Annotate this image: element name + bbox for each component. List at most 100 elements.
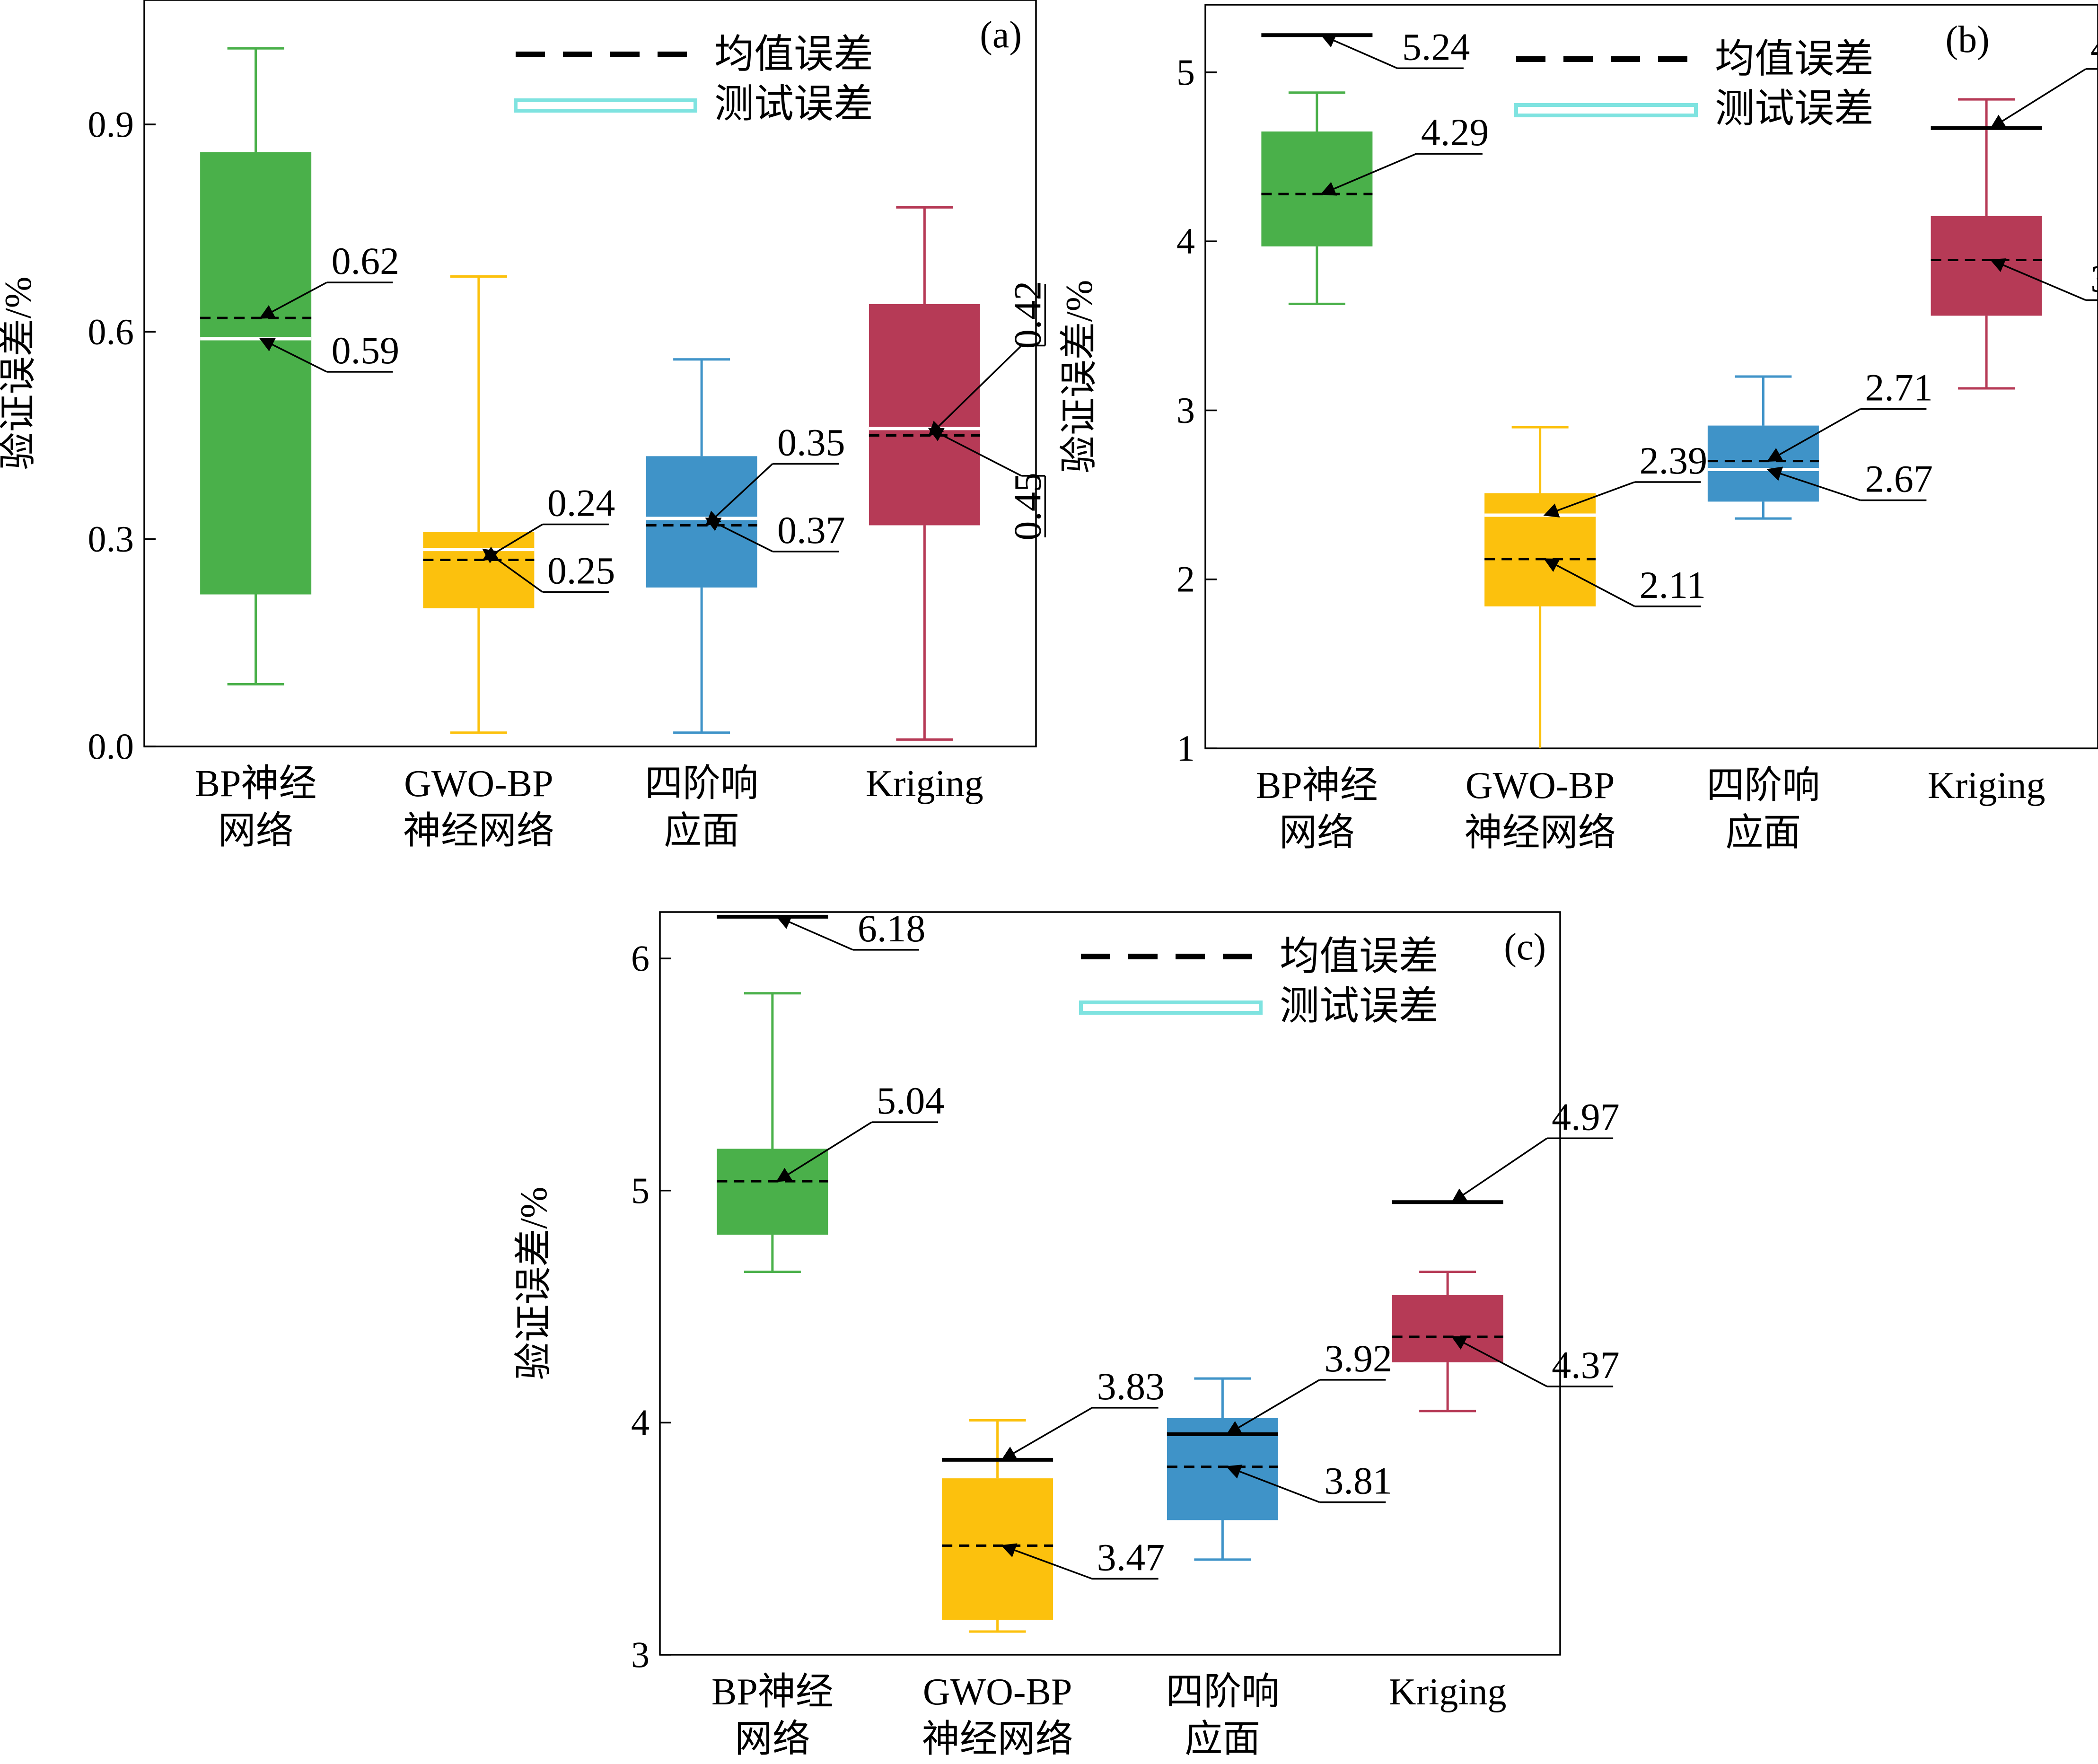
box-1: 5.04 6.18 [717, 907, 944, 1273]
mean-annotation-arrow [1990, 258, 2086, 301]
panel-label: (a) [980, 14, 1022, 56]
box-body [717, 1149, 828, 1235]
mean-annotation-label: 4.29 [1421, 111, 1489, 154]
test-annotation-arrow [1543, 481, 1635, 518]
x-category-label: 四阶响 [645, 763, 758, 805]
legend-mean-label: 均值误差 [1715, 37, 1874, 81]
y-tick-label: 4 [631, 1402, 650, 1443]
box-body [646, 456, 757, 588]
legend-test-label: 测试误差 [714, 82, 873, 126]
y-tick-label: 5 [631, 1170, 650, 1211]
box-2: 2.11 2.39 [1484, 426, 1708, 748]
y-tick-label: 2 [1176, 559, 1195, 600]
mean-annotation-arrow [705, 463, 773, 527]
test-annotation-label: 6.18 [858, 907, 926, 950]
test-annotation-arrow [1451, 1137, 1548, 1203]
mean-annotation-arrow [259, 281, 327, 319]
box-body [1392, 1295, 1503, 1362]
x-category-label: 应面 [1185, 1719, 1260, 1760]
y-tick-label: 3 [1176, 389, 1195, 430]
mean-annotation-label: 0.42 [1006, 281, 1049, 349]
panel-label: (b) [1945, 19, 1989, 61]
plot-frame [143, 0, 1037, 747]
box-body [1931, 216, 2042, 316]
test-annotation-label: 3.83 [1097, 1365, 1165, 1408]
x-category-label: 应面 [664, 810, 739, 852]
test-annotation-arrow [928, 428, 1022, 477]
box-body [1707, 425, 1819, 502]
box-1: 0.62 0.59 [200, 47, 400, 685]
mean-annotation-arrow [776, 1121, 872, 1182]
x-category-label: 应面 [1725, 812, 1801, 854]
test-annotation-label: 2.39 [1640, 439, 1708, 482]
y-tick-label: 1 [1176, 728, 1195, 769]
mean-annotation-label: 3.89 [2090, 257, 2098, 300]
x-category-label: 四阶响 [1706, 765, 1820, 807]
legend-test-swatch [514, 98, 697, 113]
test-annotation-arrow [482, 548, 543, 593]
mean-annotation-arrow [928, 345, 1022, 437]
box-body [423, 532, 535, 608]
x-category-label: Kriging [1928, 765, 2045, 807]
mean-annotation-label: 4.37 [1552, 1343, 1620, 1387]
mean-annotation-label: 3.81 [1324, 1459, 1392, 1502]
box-4: 3.89 4.68 [1931, 26, 2098, 390]
y-tick-label: 0.0 [88, 726, 134, 767]
box-2: 0.24 0.25 [423, 275, 615, 734]
legend-test-label: 测试误差 [1715, 87, 1874, 131]
mean-annotation-arrow [1001, 1543, 1093, 1580]
legend-mean-label: 均值误差 [1280, 935, 1439, 979]
x-category-label: 神经网络 [922, 1719, 1073, 1760]
test-annotation-arrow [1990, 68, 2087, 129]
y-tick-label: 6 [631, 938, 650, 979]
test-annotation-arrow [775, 915, 853, 951]
test-annotation-label: 0.37 [777, 509, 845, 552]
mean-annotation-label: 2.11 [1640, 563, 1706, 606]
test-annotation-label: 0.45 [1006, 473, 1049, 541]
x-category-label: BP神经 [1256, 765, 1378, 807]
test-annotation-label: 0.25 [547, 549, 615, 592]
box-2: 3.47 3.83 [942, 1365, 1165, 1633]
box-4: 0.42 0.45 [869, 206, 1049, 741]
y-tick-label: 3 [631, 1634, 650, 1675]
test-annotation-label: 5.24 [1402, 25, 1470, 68]
test-annotation-arrow [259, 338, 327, 373]
x-category-label: BP神经 [711, 1671, 834, 1713]
mean-annotation-label: 0.62 [332, 239, 400, 282]
mean-annotation-arrow [1766, 408, 1861, 462]
mean-annotation-label: 2.71 [1865, 366, 1933, 409]
y-tick-label: 0.9 [88, 104, 134, 145]
test-annotation-label: 0.59 [332, 329, 400, 372]
y-tick-label: 0.3 [88, 518, 134, 560]
test-annotation-label: 2.67 [1865, 457, 1933, 500]
box-1: 4.29 5.24 [1261, 25, 1489, 305]
plot-frame [1204, 4, 2098, 749]
mean-annotation-label: 0.24 [547, 482, 615, 525]
x-category-label: GWO-BP [923, 1671, 1072, 1713]
legend-test-swatch [1079, 1000, 1263, 1015]
legend-test-swatch [1514, 103, 1698, 117]
box-body [1484, 493, 1596, 606]
test-annotation-label: 4.97 [1552, 1095, 1620, 1138]
box-body [1261, 131, 1373, 246]
x-category-label: Kriging [866, 763, 983, 805]
test-annotation-arrow [1226, 1379, 1320, 1435]
mean-annotation-arrow [1226, 1465, 1320, 1503]
y-tick-label: 0.6 [88, 311, 134, 352]
test-annotation-arrow [705, 518, 773, 553]
legend-test-label: 测试误差 [1280, 984, 1439, 1028]
x-category-label: 网络 [735, 1719, 810, 1760]
x-category-label: BP神经 [195, 763, 317, 805]
box-3: 3.81 3.92 [1167, 1337, 1392, 1561]
x-category-label: GWO-BP [1466, 765, 1615, 807]
box-3: 2.71 2.67 [1707, 366, 1933, 520]
test-annotation-arrow [1001, 1407, 1093, 1461]
x-category-label: 四阶响 [1166, 1671, 1279, 1713]
test-annotation-label: 3.92 [1324, 1337, 1392, 1380]
y-axis-label: 验证误差/% [1059, 280, 1100, 474]
box-body [200, 152, 312, 595]
x-category-label: 神经网络 [1465, 812, 1616, 854]
